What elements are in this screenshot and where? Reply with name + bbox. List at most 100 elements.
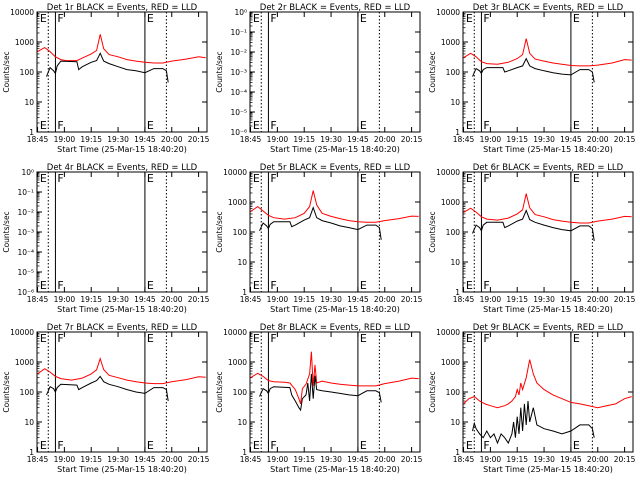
- y-tick-label: 10⁻³: [230, 68, 247, 77]
- y-tick-label: 10: [24, 418, 34, 427]
- x-tick-label: 19:15: [293, 295, 315, 304]
- lld-series-line: [37, 34, 206, 64]
- x-tick-label: 19:45: [134, 135, 156, 144]
- flag-marker-top: E: [360, 172, 367, 185]
- x-tick-label: 20:15: [614, 135, 636, 144]
- flag-marker-bottom: F: [270, 439, 276, 452]
- x-axis-label: Start Time (25-Mar-15 18:40:20): [57, 465, 187, 474]
- x-tick-label: 19:00: [480, 135, 502, 144]
- x-axis-label: Start Time (25-Mar-15 18:40:20): [270, 145, 400, 154]
- x-tick-label: 19:30: [107, 455, 129, 464]
- y-tick-label: 10000: [436, 8, 460, 17]
- x-axis-label: Start Time (25-Mar-15 18:40:20): [483, 145, 613, 154]
- x-tick-label: 19:30: [533, 135, 555, 144]
- x-tick-label: 19:30: [107, 135, 129, 144]
- flag-marker-bottom: E: [253, 119, 260, 132]
- lld-series-line: [37, 356, 206, 385]
- plot-frame: [462, 171, 634, 293]
- y-tick-label: 10⁰: [21, 168, 34, 177]
- y-axis-label: Counts/sec: [215, 211, 224, 252]
- x-tick-label: 19:45: [560, 295, 582, 304]
- flag-marker-top: E: [466, 172, 473, 185]
- y-tick-label: 10⁻⁶: [17, 288, 34, 297]
- x-tick-label: 20:00: [374, 295, 396, 304]
- y-tick-label: 1: [29, 448, 34, 457]
- y-tick-label: 100: [20, 68, 35, 77]
- y-tick-label: 10: [450, 258, 460, 267]
- x-tick-label: 19:45: [347, 295, 369, 304]
- x-tick-label: 19:45: [560, 455, 582, 464]
- x-tick-label: 19:15: [293, 135, 315, 144]
- y-tick-label: 1: [455, 128, 460, 137]
- flag-marker-bottom: E: [360, 119, 367, 132]
- x-tick-label: 18:45: [27, 135, 49, 144]
- chart-panel-4: Det 4r BLACK = Events, RED = LLD 10⁻⁶ 10⁻⁵…: [2, 163, 210, 314]
- y-tick-label: 1: [455, 448, 460, 457]
- chart-panel-1: Det 1r BLACK = Events, RED = LLD 1 10 100 10…: [2, 3, 210, 154]
- flag-marker-bottom: E: [466, 279, 473, 292]
- flag-marker-bottom: F: [57, 439, 63, 452]
- x-tick-label: 19:30: [320, 295, 342, 304]
- flag-marker-top: F: [483, 12, 489, 25]
- events-series-line: [46, 52, 169, 83]
- flag-marker-bottom: E: [147, 439, 154, 452]
- flag-marker-top: F: [57, 172, 63, 185]
- x-tick-label: 18:45: [27, 455, 49, 464]
- x-tick-label: 18:45: [240, 455, 262, 464]
- flag-marker-top: F: [270, 172, 276, 185]
- y-tick-label: 10⁻³: [17, 228, 34, 237]
- flag-marker-top: E: [573, 172, 580, 185]
- flag-marker-top: E: [147, 332, 154, 345]
- x-tick-label: 19:45: [134, 455, 156, 464]
- x-tick-label: 20:15: [401, 455, 423, 464]
- flag-marker-top: E: [466, 12, 473, 25]
- events-series-line: [259, 373, 382, 412]
- x-axis-label: Start Time (25-Mar-15 18:40:20): [57, 305, 187, 314]
- y-tick-label: 10⁻¹: [17, 188, 34, 197]
- x-axis-label: Start Time (25-Mar-15 18:40:20): [483, 465, 613, 474]
- x-tick-label: 20:00: [587, 135, 609, 144]
- x-tick-label: 19:00: [54, 455, 76, 464]
- chart-title: Det 4r BLACK = Events, RED = LLD: [47, 163, 198, 173]
- x-tick-label: 18:45: [27, 295, 49, 304]
- y-tick-label: 10000: [223, 168, 247, 177]
- chart-panel-2: Det 2r BLACK = Events, RED = LLD 10⁻⁶ 10⁻⁵…: [215, 3, 423, 154]
- x-tick-label: 19:00: [480, 455, 502, 464]
- flag-marker-bottom: E: [40, 119, 47, 132]
- y-tick-label: 100: [233, 388, 248, 397]
- flag-marker-bottom: E: [573, 439, 580, 452]
- flag-marker-bottom: E: [466, 119, 473, 132]
- flag-marker-top: F: [57, 332, 63, 345]
- flag-marker-bottom: E: [253, 279, 260, 292]
- x-tick-label: 20:00: [374, 135, 396, 144]
- flag-marker-bottom: E: [40, 279, 47, 292]
- x-tick-label: 19:15: [506, 455, 528, 464]
- flag-marker-top: F: [57, 12, 63, 25]
- chart-panel-9: Det 9r BLACK = Events, RED = LLD 1 10 100 10…: [428, 323, 636, 474]
- y-tick-label: 100: [20, 388, 35, 397]
- flag-marker-top: E: [40, 12, 47, 25]
- flag-marker-bottom: E: [147, 279, 154, 292]
- plot-frame: [249, 11, 421, 133]
- x-tick-label: 19:15: [80, 295, 102, 304]
- x-tick-label: 20:15: [401, 135, 423, 144]
- flag-marker-bottom: E: [40, 439, 47, 452]
- flag-marker-bottom: E: [253, 439, 260, 452]
- y-tick-label: 1: [242, 288, 247, 297]
- flag-marker-bottom: F: [483, 119, 489, 132]
- plot-frame: [249, 171, 421, 293]
- x-tick-label: 19:30: [533, 455, 555, 464]
- x-tick-label: 19:45: [134, 295, 156, 304]
- events-series-line: [259, 206, 382, 240]
- x-tick-label: 19:00: [267, 135, 289, 144]
- y-tick-label: 1000: [441, 198, 460, 207]
- flag-marker-bottom: F: [483, 439, 489, 452]
- x-tick-label: 20:00: [161, 295, 183, 304]
- x-tick-label: 20:00: [161, 455, 183, 464]
- x-tick-label: 20:00: [587, 295, 609, 304]
- flag-marker-bottom: E: [573, 279, 580, 292]
- x-tick-label: 19:00: [480, 295, 502, 304]
- flag-marker-top: E: [360, 12, 367, 25]
- x-tick-label: 20:15: [188, 455, 210, 464]
- x-tick-label: 20:15: [188, 295, 210, 304]
